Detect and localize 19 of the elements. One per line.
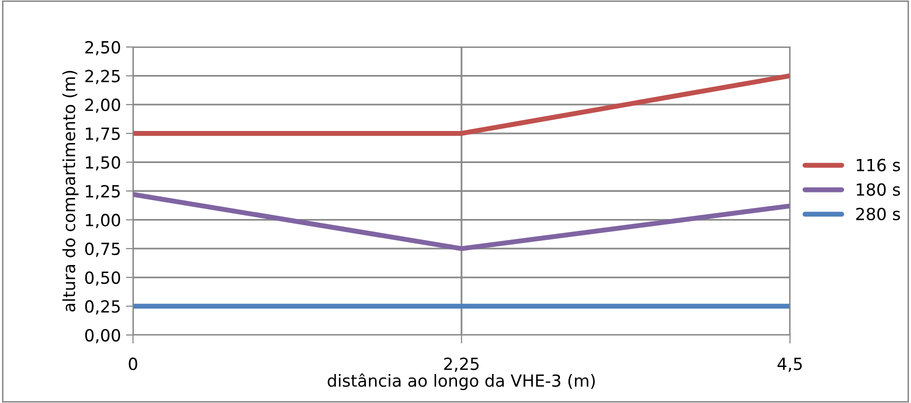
x-tick-label: 4,5 xyxy=(778,358,802,372)
y-tick-label: 2,50 xyxy=(85,40,120,56)
y-tick-label: 0,25 xyxy=(85,300,120,314)
y-tick-label: 1,75 xyxy=(86,128,120,142)
legend-label: 280 s xyxy=(856,208,900,220)
y-tick-label: 2,25 xyxy=(85,70,120,84)
y-tick-label: 1,00 xyxy=(86,214,120,228)
legend-label: 180 s xyxy=(856,183,900,196)
y-tick-label: 1,50 xyxy=(86,156,120,170)
y-tick-label: 0,00 xyxy=(85,328,120,344)
legend-label: 116 s xyxy=(856,158,900,172)
x-axis-title: distância ao longo da VHE-3 (m) xyxy=(328,373,595,390)
y-tick-label: 0,50 xyxy=(85,271,120,286)
y-tick-label: 0,75 xyxy=(85,242,120,257)
y-tick-label: 2,00 xyxy=(85,98,120,113)
y-tick-label: 1,25 xyxy=(86,184,120,200)
x-tick-label: 2,25 xyxy=(444,358,479,372)
x-tick-label: 0 xyxy=(128,358,138,370)
y-axis-title: altura do compartimento (m) xyxy=(62,70,79,312)
